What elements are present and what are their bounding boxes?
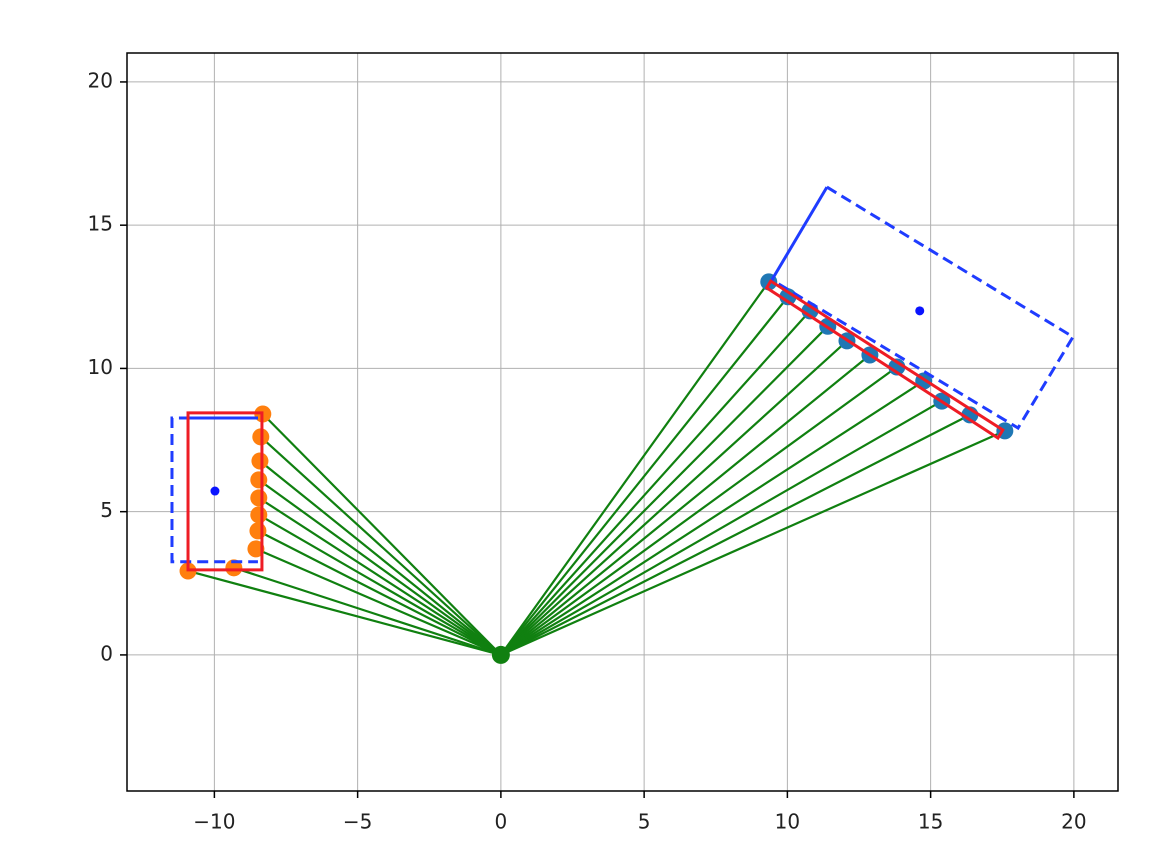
- center: [210, 486, 220, 496]
- point: [249, 522, 267, 540]
- point: [250, 471, 268, 489]
- point: [491, 645, 510, 664]
- y-tick-label: 0: [100, 641, 113, 665]
- ray: [500, 310, 811, 656]
- point: [779, 288, 797, 306]
- ray: [255, 547, 502, 656]
- box: [186, 411, 264, 572]
- box: [771, 185, 1076, 431]
- x-tick-label: 5: [638, 810, 651, 834]
- ray: [262, 413, 502, 656]
- ray: [233, 566, 502, 656]
- ray: [259, 460, 502, 656]
- point: [225, 559, 243, 577]
- ray: [258, 478, 502, 656]
- box: [770, 186, 829, 281]
- x-tick-label: 20: [1061, 810, 1086, 834]
- ray: [500, 429, 1006, 656]
- x-tick-label: 0: [495, 810, 508, 834]
- ray: [260, 436, 502, 656]
- ray: [500, 325, 829, 656]
- x-tick-label: −5: [343, 810, 372, 834]
- ray: [500, 366, 898, 656]
- y-tick-label: 20: [88, 68, 113, 92]
- y-tick-label: 5: [100, 498, 113, 522]
- y-tick-label: 10: [88, 355, 113, 379]
- box: [764, 278, 1005, 441]
- x-tick-label: 15: [918, 810, 943, 834]
- ray: [500, 380, 925, 656]
- point: [251, 452, 269, 470]
- ray: [500, 354, 871, 656]
- point: [250, 489, 268, 507]
- x-tick-label: −10: [193, 810, 235, 834]
- ray: [500, 340, 848, 656]
- ray: [187, 569, 502, 656]
- ray: [499, 281, 770, 656]
- center: [915, 306, 925, 316]
- point: [250, 506, 268, 524]
- ray: [500, 296, 789, 656]
- ray: [500, 400, 943, 656]
- ray: [258, 496, 502, 656]
- axes-frame: [126, 52, 1119, 792]
- ray: [258, 513, 502, 656]
- ray: [257, 529, 502, 656]
- ray: [500, 413, 971, 656]
- y-tick-label: 15: [88, 212, 113, 236]
- x-tick-label: 10: [775, 810, 800, 834]
- point: [247, 540, 265, 558]
